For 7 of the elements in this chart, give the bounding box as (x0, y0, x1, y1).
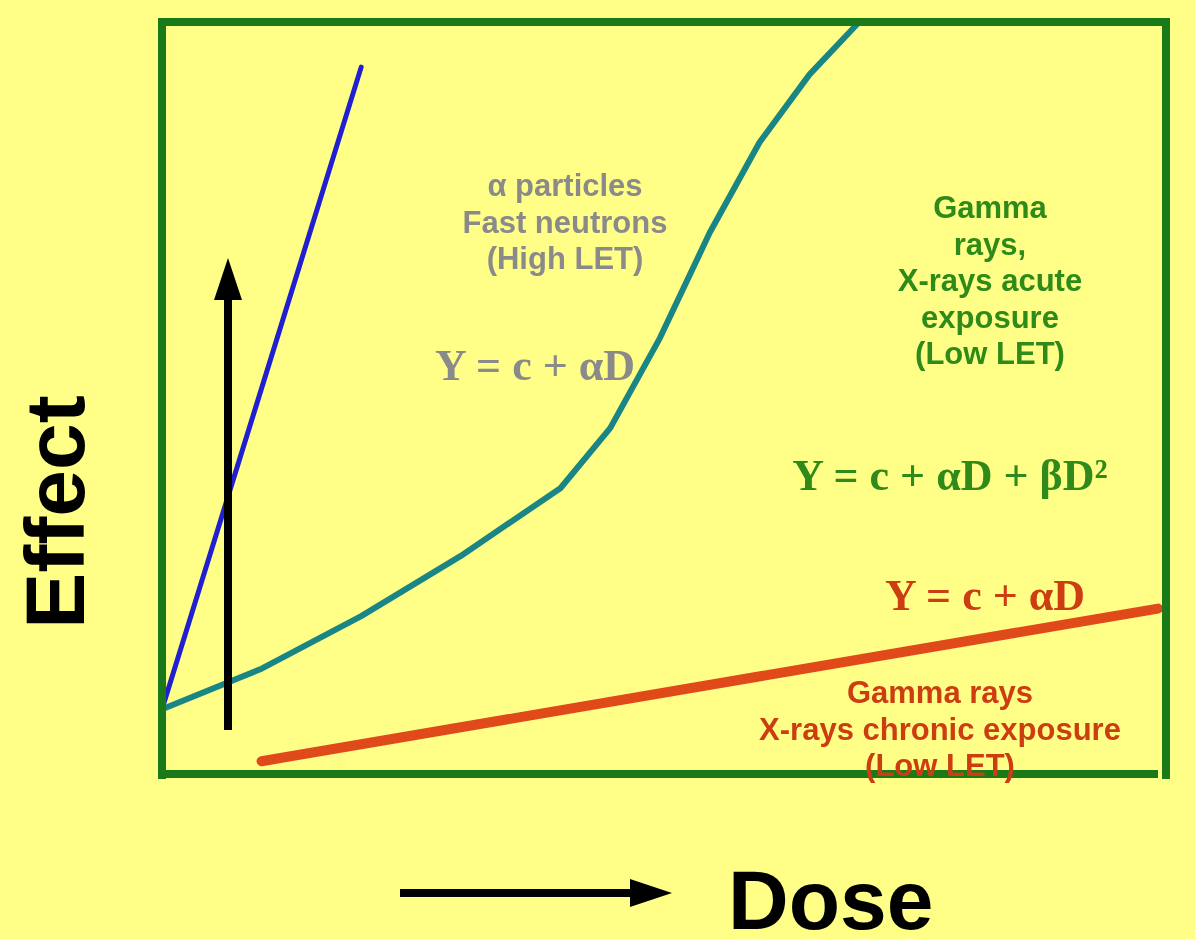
annotation: Y = c + αD (434, 340, 636, 392)
annotation: Y = c + αD (884, 570, 1086, 622)
annotation: Gamma rays, X-rays acute exposure (Low LET) (897, 190, 1083, 373)
annotation: Y = c + αD + βD² (792, 450, 1108, 502)
x-axis-title: Dose (728, 853, 934, 939)
y-axis-title: Effect (6, 395, 103, 629)
annotation: α particles Fast neutrons (High LET) (462, 168, 668, 278)
